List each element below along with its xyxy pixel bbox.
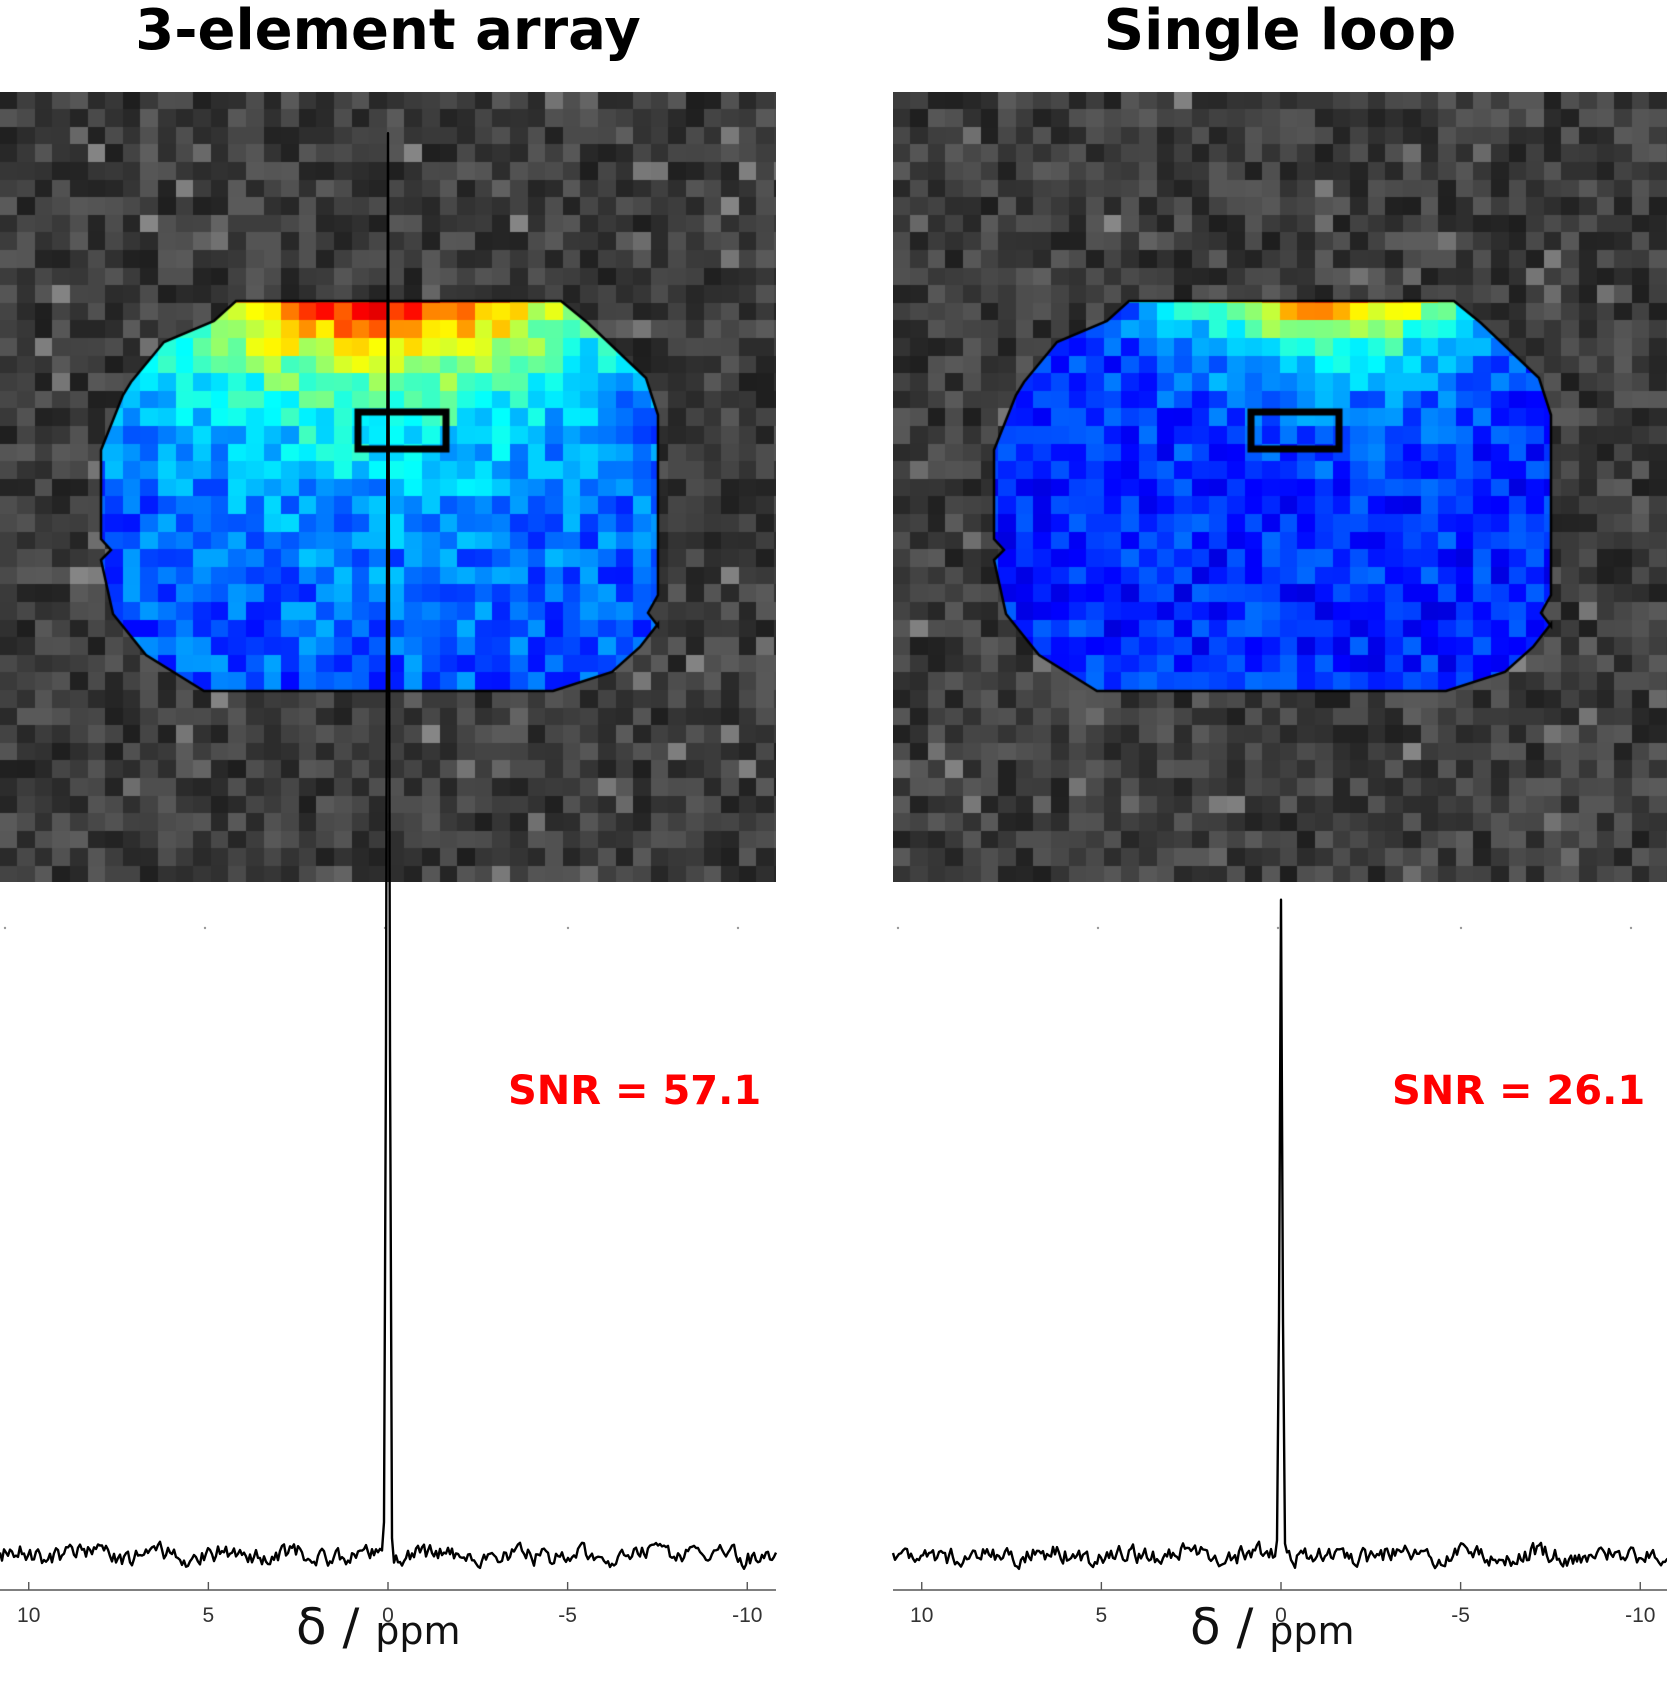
top-mark	[1459, 926, 1463, 930]
top-mark	[3, 926, 7, 930]
x-tick-label: -5	[1451, 1604, 1470, 1627]
top-mark	[736, 926, 740, 930]
x-axis-label-symbol: δ	[296, 1598, 327, 1656]
top-mark	[896, 926, 900, 930]
x-tick-label: 5	[1096, 1604, 1108, 1627]
x-axis-label-separator: /	[326, 1598, 376, 1656]
x-tick-label: -10	[1625, 1604, 1655, 1627]
top-mark	[1096, 926, 1100, 930]
x-tick-label: 0	[382, 1604, 394, 1627]
x-tick-label: 10	[17, 1604, 40, 1627]
spectrum-line	[891, 898, 1667, 1570]
x-axis-label-symbol: δ	[1190, 1598, 1221, 1656]
right-panel-title: Single loop	[1103, 0, 1457, 63]
x-tick-label: 0	[1275, 1604, 1287, 1627]
x-axis-label-right: δ / ppm	[1190, 1598, 1355, 1656]
spectrum-line	[0, 132, 778, 1570]
snr-annotation-left: SNR = 57.1	[508, 1068, 762, 1114]
snr-annotation-right: SNR = 26.1	[1392, 1068, 1646, 1114]
left-panel-title: 3-element array	[135, 0, 641, 63]
top-mark	[1276, 926, 1280, 930]
snr-map-single-loop	[893, 92, 1667, 882]
top-mark	[1629, 926, 1633, 930]
x-axis-label-separator: /	[1220, 1598, 1270, 1656]
spectrum-3-element-array: 10 5 0 -5 -10	[0, 132, 778, 1627]
spectrum-single-loop: 10 5 0 -5 -10	[891, 898, 1667, 1627]
top-mark	[203, 926, 207, 930]
x-tick-label: -5	[558, 1604, 577, 1627]
top-mark	[566, 926, 570, 930]
x-axis-label-left: δ / ppm	[296, 1598, 461, 1656]
x-axis-label-unit: ppm	[375, 1609, 461, 1653]
x-tick-label: 10	[910, 1604, 933, 1627]
x-tick-label: -10	[732, 1604, 762, 1627]
x-axis-label-unit: ppm	[1269, 1609, 1355, 1653]
x-tick-label: 5	[203, 1604, 215, 1627]
